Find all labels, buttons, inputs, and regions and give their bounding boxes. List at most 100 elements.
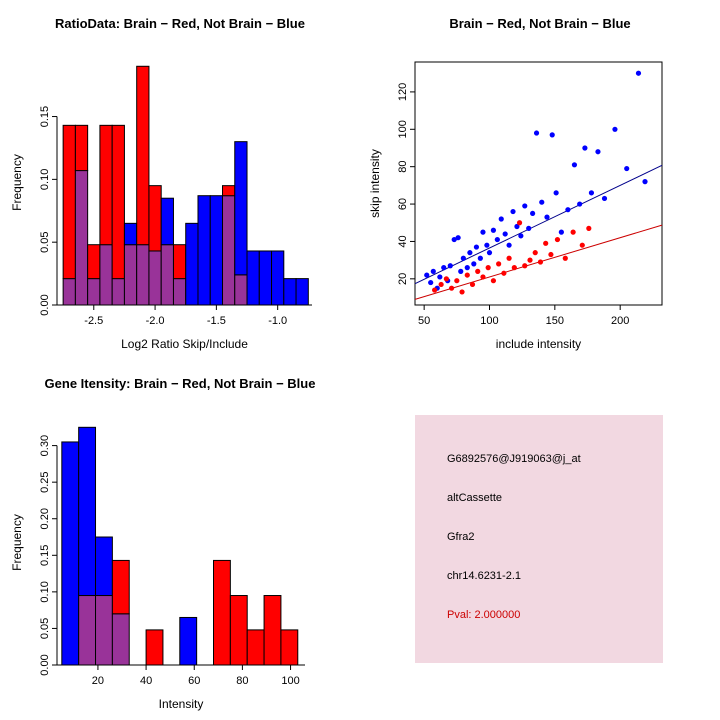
data-point	[490, 227, 497, 233]
hist-bar	[78, 426, 97, 597]
data-point	[473, 244, 480, 250]
y-tick-label: 0.10	[39, 581, 51, 602]
data-point	[565, 207, 571, 213]
panel-gene-histogram: 20 40 60 80 100 0.00 0.05 0.10 0.15 0.20 0.25 0.30 I…	[0, 360, 360, 720]
info-box: G6892576@J919063@j_at altCassette Gfra2 …	[415, 415, 663, 663]
hist-bar	[74, 124, 89, 172]
data-point	[506, 242, 512, 248]
hist-bar-overlap	[222, 195, 236, 306]
data-point	[448, 285, 455, 291]
data-point	[612, 126, 618, 132]
y-tick-label: 0.05	[39, 618, 51, 639]
hist-bar-overlap	[148, 250, 162, 306]
x-axis-label: Intensity	[159, 697, 204, 711]
data-point	[458, 268, 464, 274]
data-point	[539, 199, 545, 205]
data-point	[475, 268, 481, 274]
data-point	[460, 255, 466, 261]
data-point	[642, 179, 648, 185]
hist-bar	[99, 124, 113, 246]
y-tick-label: 20	[397, 273, 409, 285]
gene-symbol: Gfra2	[447, 531, 475, 543]
data-point	[554, 236, 561, 243]
data-point	[530, 210, 536, 217]
hist-bar	[111, 124, 125, 280]
hist-bar-overlap	[123, 244, 138, 306]
data-point	[601, 195, 608, 202]
hist-bar	[136, 65, 150, 246]
hist-bar	[295, 278, 309, 306]
panel-intensity-scatter: 50 100 150 200 20 40 60 80 100 120 include intensi…	[360, 0, 720, 360]
hist-bar	[258, 250, 273, 306]
y-tick-label: 120	[397, 83, 409, 101]
data-point	[553, 190, 559, 196]
hist-bar-overlap	[95, 595, 113, 666]
y-tick-label: 0.10	[39, 169, 51, 190]
hist-bar	[87, 244, 101, 280]
hist-bar	[95, 536, 113, 597]
y-axis-label: skip intensity	[368, 149, 382, 218]
data-point	[464, 272, 470, 278]
data-point	[428, 279, 434, 286]
data-point	[486, 250, 493, 256]
hist-bar	[148, 185, 162, 252]
y-tick-label: 0.05	[39, 231, 51, 252]
data-point	[548, 251, 554, 258]
hist-bar	[185, 222, 199, 306]
data-point	[490, 278, 497, 284]
y-tick-label: 100	[397, 120, 409, 138]
hist-bar	[209, 195, 224, 306]
hist-bar-overlap	[111, 613, 130, 666]
ratio-histogram-title: RatioData: Brain − Red, Not Brain − Blue	[55, 16, 305, 31]
data-point	[549, 132, 555, 138]
data-point	[451, 236, 457, 243]
y-tick-label: 0.00	[39, 294, 51, 315]
x-tick-label: 150	[546, 315, 564, 327]
data-point	[485, 265, 491, 271]
data-point	[522, 203, 528, 209]
hist-bar-overlap	[234, 274, 248, 306]
data-point	[496, 261, 502, 267]
data-point	[624, 165, 630, 172]
ratio-histogram-plot: -2.5 -2.0 -1.5 -1.0 0.00 0.05 0.10 0.15 Log2 Rat…	[10, 65, 312, 351]
hist-bar	[280, 629, 299, 666]
hist-bar	[62, 124, 76, 280]
y-tick-label: 40	[397, 235, 409, 247]
x-tick-label: 40	[140, 675, 152, 687]
data-point	[494, 236, 500, 243]
data-point	[454, 278, 460, 284]
data-point	[526, 225, 532, 231]
data-point	[527, 257, 533, 263]
y-axis-label: Frequency	[10, 154, 24, 211]
data-point	[447, 263, 453, 269]
hist-bar	[263, 595, 282, 666]
data-point	[469, 281, 476, 288]
data-point	[484, 242, 490, 248]
x-tick-label: 80	[236, 675, 248, 687]
hist-bar-overlap	[99, 244, 113, 306]
hist-bar-overlap	[62, 278, 76, 306]
x-tick-label: -1.0	[268, 315, 287, 327]
x-axis-label: Log2 Ratio Skip/Include	[121, 337, 248, 351]
hist-bar	[271, 250, 285, 306]
x-tick-label: -2.5	[84, 315, 103, 327]
data-point	[467, 250, 473, 256]
hist-bar	[111, 559, 130, 615]
data-point	[441, 265, 447, 271]
x-axis-label: include intensity	[496, 337, 581, 351]
hist-bar	[197, 195, 211, 306]
hist-bar	[123, 222, 138, 246]
data-point	[430, 268, 436, 274]
data-point	[464, 265, 470, 271]
intensity-scatter-plot: 50 100 150 200 20 40 60 80 100 120 include intensi…	[368, 61, 663, 351]
hist-bar-overlap	[78, 595, 97, 666]
data-point	[562, 255, 568, 261]
x-tick-label: 60	[188, 675, 200, 687]
hist-bar	[61, 441, 80, 666]
x-tick-label: -2.0	[146, 315, 165, 327]
fit-line	[414, 164, 663, 285]
data-point	[510, 208, 516, 215]
y-tick-label: 0.15	[39, 106, 51, 127]
data-point	[586, 225, 592, 231]
